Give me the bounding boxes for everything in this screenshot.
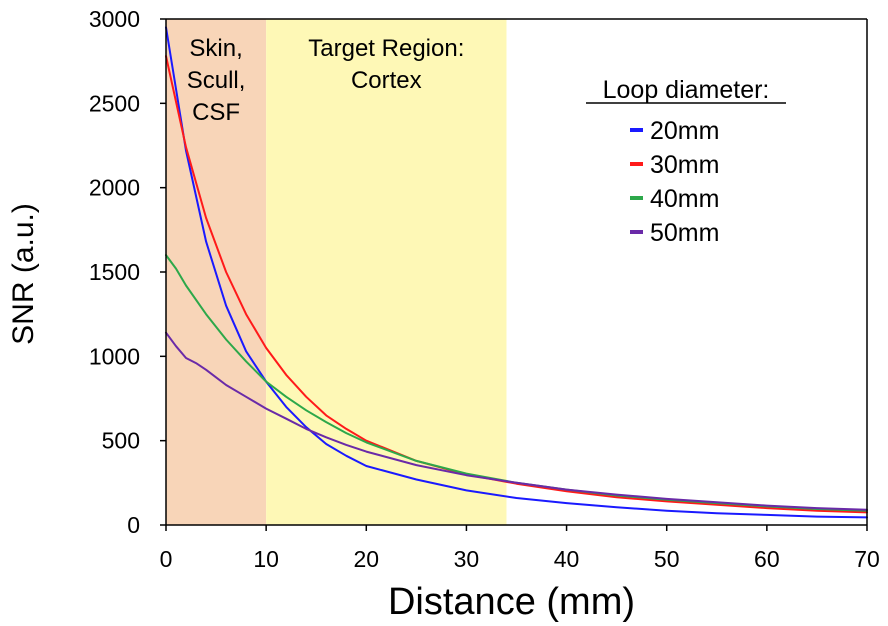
y-tick-label: 2000 bbox=[89, 175, 140, 201]
legend-title: Loop diameter: bbox=[603, 76, 770, 104]
region-1-label: Scull, bbox=[187, 67, 246, 94]
x-tick-label: 30 bbox=[454, 546, 480, 572]
x-tick-label: 60 bbox=[754, 546, 780, 572]
x-tick-label: 20 bbox=[353, 546, 379, 572]
legend-label-20mm: 20mm bbox=[650, 117, 719, 145]
y-tick-label: 500 bbox=[102, 428, 140, 454]
y-tick-label: 1000 bbox=[89, 343, 140, 369]
x-tick-label: 0 bbox=[160, 546, 173, 572]
legend-label-40mm: 40mm bbox=[650, 185, 719, 213]
y-tick-label: 3000 bbox=[89, 6, 140, 32]
legend-label-50mm: 50mm bbox=[650, 219, 719, 247]
region-1-label: CSF bbox=[192, 99, 240, 126]
series-line-50mm bbox=[165, 331, 868, 511]
series-line-20mm bbox=[165, 26, 868, 519]
legend-label-30mm: 30mm bbox=[650, 151, 719, 179]
x-tick-label: 40 bbox=[554, 546, 580, 572]
region-band-2 bbox=[266, 19, 507, 525]
x-axis-title: Distance (mm) bbox=[388, 581, 635, 623]
y-tick-label: 2500 bbox=[89, 90, 140, 116]
region-2-label: Target Region: bbox=[308, 35, 464, 62]
legend: Loop diameter: 20mm 30mm 40mm 50mm bbox=[586, 76, 786, 247]
y-tick-label: 0 bbox=[127, 512, 140, 538]
region-1-label: Skin, bbox=[189, 35, 242, 62]
y-tick-label: 1500 bbox=[89, 259, 140, 285]
x-tick-label: 10 bbox=[253, 546, 279, 572]
series-line-30mm bbox=[165, 55, 868, 514]
region-2-label: Cortex bbox=[351, 67, 422, 94]
x-tick-label: 70 bbox=[854, 546, 880, 572]
y-axis-title: SNR (a.u.) bbox=[7, 203, 40, 345]
x-tick-label: 50 bbox=[654, 546, 680, 572]
